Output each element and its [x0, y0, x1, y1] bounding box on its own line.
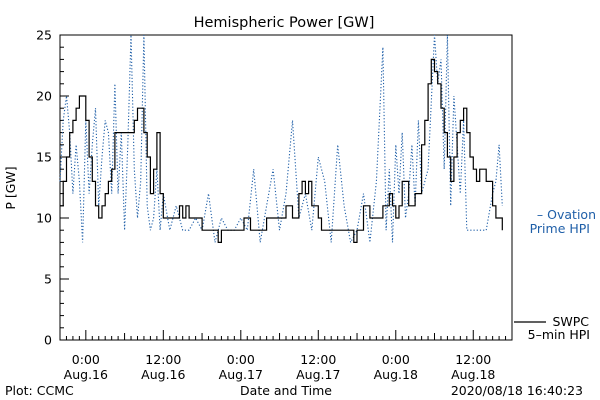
footer-right: 2020/08/18 16:40:23 [451, 383, 583, 398]
ovation-prime-hpi-series-line [59, 34, 503, 245]
legend-ovation-line2: Prime HPI [530, 221, 590, 236]
x-tick-date-label: Aug.17 [219, 367, 263, 382]
x-tick-time-label: 0:00 [72, 352, 100, 367]
footer-left: Plot: CCMC [5, 383, 74, 398]
y-tick-label: 15 [36, 150, 52, 165]
x-tick-time-label: 12:00 [455, 352, 491, 367]
x-tick-date-label: Aug.16 [64, 367, 108, 382]
x-tick-date-label: Aug.18 [374, 367, 418, 382]
y-tick-label: 25 [36, 28, 52, 43]
y-axis-label: P [GW] [3, 166, 18, 209]
x-axis-label: Date and Time [240, 383, 332, 398]
y-tick-label: 5 [44, 272, 52, 287]
plot-frame [59, 34, 513, 341]
swpc-5-min-hpi-series-line [60, 58, 503, 243]
y-tick-label: 10 [36, 211, 52, 226]
x-tick-time-label: 12:00 [300, 352, 336, 367]
x-tick-date-label: Aug.17 [296, 367, 340, 382]
x-tick-date-label: Aug.18 [451, 367, 495, 382]
y-tick-label: 0 [44, 333, 52, 348]
x-tick-time-label: 12:00 [145, 352, 181, 367]
x-tick-time-label: 0:00 [382, 352, 410, 367]
chart-title: Hemispheric Power [GW] [194, 15, 375, 31]
legend-swpc-line1: SWPC [552, 314, 589, 329]
y-tick-label: 20 [36, 89, 52, 104]
y-axis: 0 5 10 15 20 25 [36, 28, 69, 348]
series-layer [59, 34, 503, 245]
x-axis: 0:00Aug.1612:00Aug.160:00Aug.1712:00Aug.… [59, 330, 513, 382]
x-tick-time-label: 0:00 [227, 352, 255, 367]
x-tick-date-label: Aug.16 [141, 367, 185, 382]
legend-ovation-line1: – Ovation [537, 207, 596, 222]
legend-swpc-line2: 5–min HPI [528, 327, 590, 342]
